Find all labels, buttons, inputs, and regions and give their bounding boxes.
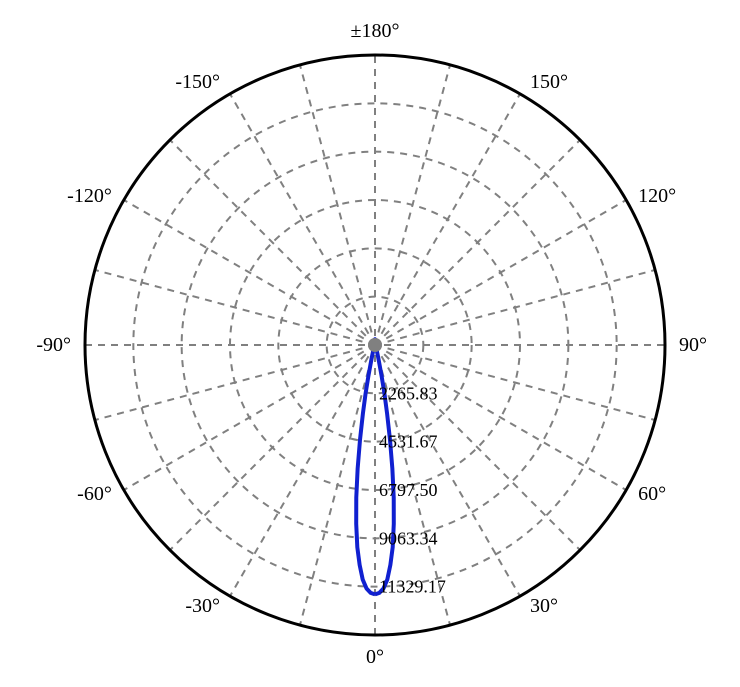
radial-label: 11329.17: [379, 577, 446, 597]
radial-label: 6797.50: [379, 480, 438, 500]
angle-label: -90°: [36, 334, 71, 356]
radial-label: 4531.67: [379, 432, 438, 452]
radial-label: 9063.34: [379, 528, 438, 548]
angle-label: ±180°: [351, 20, 400, 42]
center-dot: [368, 338, 382, 352]
angle-label: 60°: [638, 483, 666, 505]
radial-label: 2265.83: [379, 383, 438, 403]
angle-label: -120°: [67, 185, 112, 207]
angle-label: 0°: [366, 646, 384, 668]
angle-label: 90°: [679, 334, 707, 356]
polar-chart: ±180° 150° 120° 90° 60° 30° 0° -30° -60° -90° -120…: [0, 0, 740, 687]
angle-label: 120°: [638, 185, 676, 207]
angle-label: 30°: [530, 595, 558, 617]
angle-label: -60°: [77, 483, 112, 505]
angle-label: -30°: [185, 595, 220, 617]
angle-label: -150°: [175, 71, 220, 93]
angle-label: 150°: [530, 71, 568, 93]
